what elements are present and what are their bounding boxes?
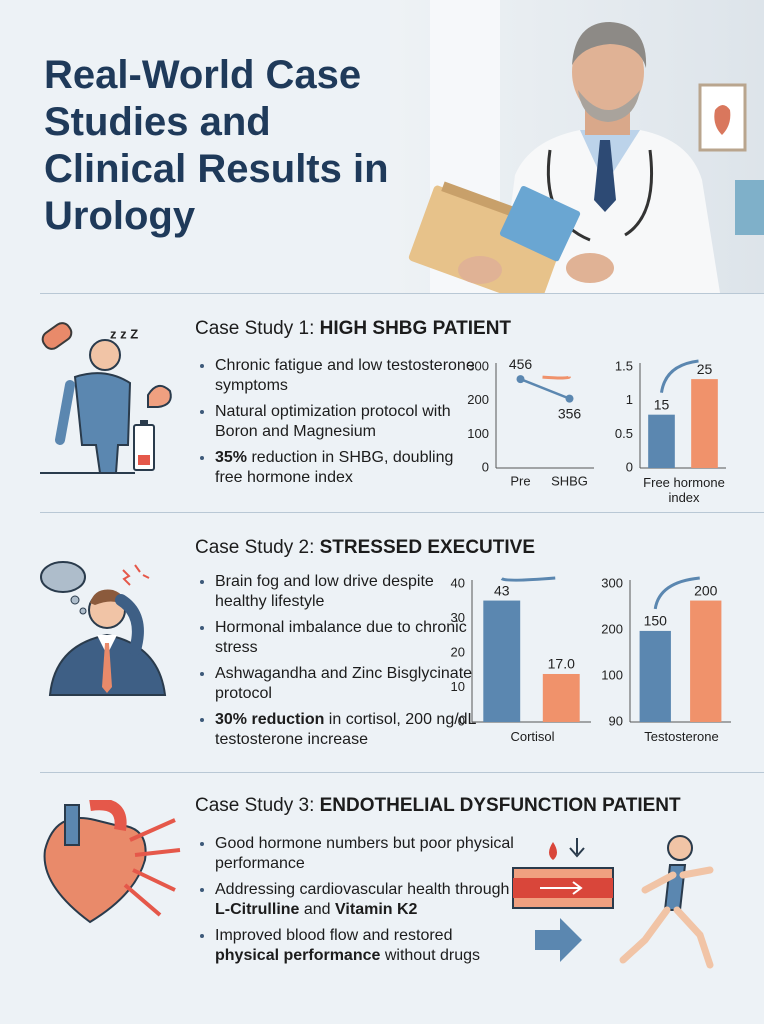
bullet: Natural optimization protocol with Boron… — [215, 402, 477, 442]
bullet-text: Natural optimization protocol with Boron… — [215, 403, 451, 440]
svg-text:z z Z: z z Z — [110, 326, 138, 341]
bullet: Hormonal imbalance due to chronic stress — [215, 618, 477, 658]
case-heading: Case Study 3: ENDOTHELIAL DYSFUNCTION PA… — [195, 795, 681, 817]
bullet-emphasis: 30% reduction — [215, 711, 325, 728]
blood-flow-icon — [512, 835, 714, 969]
x-axis-label: Cortisol — [510, 729, 555, 744]
bullet-text: Brain fog and low drive despite healthy … — [215, 573, 434, 610]
bullet-list: Chronic fatigue and low testosterone sym… — [197, 356, 477, 494]
bullet: Ashwagandha and Zinc Bisglycinate protoc… — [215, 664, 477, 704]
bullet-text: in cortisol, 200 ng/dL testosterone incr… — [215, 711, 476, 748]
mini-chart: 0 10 20 30 40 43 17.0 — [451, 575, 591, 728]
value-label: 43 — [494, 582, 510, 598]
value-label: 15 — [654, 396, 670, 412]
bullet: 30% reduction in cortisol, 200 ng/dL tes… — [215, 710, 477, 750]
case-heading: Case Study 1: HIGH SHBG PATIENT — [195, 318, 511, 340]
bar — [691, 379, 718, 468]
stressed-person-icon — [40, 561, 167, 696]
value-label: 150 — [644, 613, 668, 629]
bullet-text: and — [299, 901, 336, 918]
bullet-text: Good hormone numbers but poor physical p… — [215, 835, 514, 872]
y-tick-label: 30 — [451, 610, 465, 625]
y-tick-label: 1.5 — [615, 358, 633, 373]
bullet: Addressing cardiovascular health through… — [215, 880, 515, 920]
y-tick-label: 200 — [467, 392, 489, 407]
divider — [40, 512, 764, 513]
y-tick-label: 0 — [626, 459, 633, 474]
case-label: Case Study 2: — [195, 537, 315, 558]
bullet-emphasis: 35% — [215, 449, 248, 466]
case-label: Case Study 3: — [195, 795, 315, 816]
mini-chart: 0 0.5 1 1.5 15 25 — [615, 358, 726, 474]
x-tick-label: Pre — [510, 473, 530, 488]
bullet-list: Brain fog and low drive despite healthy … — [197, 572, 477, 756]
bullet-list: Good hormone numbers but poor physical p… — [197, 834, 515, 972]
mini-chart: 0 100 200 300 456 Pre 356 SHBG — [467, 356, 594, 488]
y-tick-label: 10 — [451, 679, 465, 694]
bar — [542, 673, 580, 722]
case-title: HIGH SHBG PATIENT — [319, 318, 512, 339]
bullet-text: without drugs — [380, 947, 481, 964]
case-label: Case Study 1: — [195, 318, 315, 339]
line — [520, 377, 570, 400]
header-photo — [390, 0, 764, 293]
divider — [40, 772, 764, 773]
bar — [690, 600, 722, 722]
heart-icon — [43, 800, 181, 924]
bar — [483, 600, 521, 722]
value-label: 200 — [694, 582, 718, 598]
y-tick-label: 40 — [451, 575, 465, 590]
y-tick-label: 0.5 — [615, 426, 633, 441]
trend-arrow — [500, 576, 556, 582]
bar — [648, 414, 675, 468]
y-tick-label: 20 — [451, 644, 465, 659]
value-label: 356 — [558, 405, 582, 421]
trend-arrow — [542, 375, 571, 380]
bullet-text: reduction in SHBG, doubling free hormone… — [215, 449, 454, 486]
page-title: Real-World Case Studies and Clinical Res… — [44, 53, 389, 238]
divider — [40, 293, 764, 294]
trend-arrow — [653, 576, 700, 610]
y-tick-label: 0 — [482, 459, 489, 474]
bar — [639, 630, 671, 722]
bullet-text: Ashwagandha and Zinc Bisglycinate protoc… — [215, 665, 473, 702]
x-tick-label: SHBG — [551, 473, 588, 488]
x-axis-label: Free hormone index — [643, 475, 725, 505]
y-tick-label: 100 — [601, 667, 623, 682]
bullet-emphasis: L-Citrulline — [215, 901, 300, 918]
bullet: Good hormone numbers but poor physical p… — [215, 834, 515, 874]
bullet: 35% reduction in SHBG, doubling free hor… — [215, 448, 477, 488]
value-label: 25 — [697, 361, 713, 377]
y-tick-label: 300 — [601, 575, 623, 590]
value-label: 17.0 — [548, 656, 575, 672]
bullet-text: Hormonal imbalance due to chronic stress — [215, 619, 467, 656]
tired-person-icon: z z Z — [40, 322, 172, 474]
x-axis-label: Testosterone — [644, 729, 719, 744]
value-label: 456 — [509, 356, 533, 372]
y-tick-label: 90 — [609, 713, 623, 728]
bullet-emphasis: physical performance — [215, 947, 381, 964]
y-tick-label: 300 — [467, 358, 489, 373]
bullet: Brain fog and low drive despite healthy … — [215, 572, 477, 612]
trend-arrow — [660, 359, 699, 393]
point — [516, 375, 525, 384]
case-title: STRESSED EXECUTIVE — [319, 537, 536, 558]
case-heading: Case Study 2: STRESSED EXECUTIVE — [195, 537, 535, 559]
mini-chart: 90 100 200 300 150 200 — [601, 575, 731, 728]
bullet-emphasis: Vitamin K2 — [335, 901, 418, 918]
case-title: ENDOTHELIAL DYSFUNCTION PATIENT — [319, 795, 681, 816]
y-tick-label: 200 — [601, 621, 623, 636]
bullet-text: Chronic fatigue and low testosterone sym… — [215, 357, 475, 394]
y-tick-label: 1 — [626, 392, 633, 407]
bullet-text: Addressing cardiovascular health through — [215, 881, 510, 898]
bullet-text: Improved blood flow and restored — [215, 927, 453, 944]
y-tick-label: 100 — [467, 426, 489, 441]
bullet: Chronic fatigue and low testosterone sym… — [215, 356, 477, 396]
bullet: Improved blood flow and restored physica… — [215, 926, 515, 966]
point — [565, 394, 574, 403]
y-tick-label: 0 — [458, 713, 465, 728]
